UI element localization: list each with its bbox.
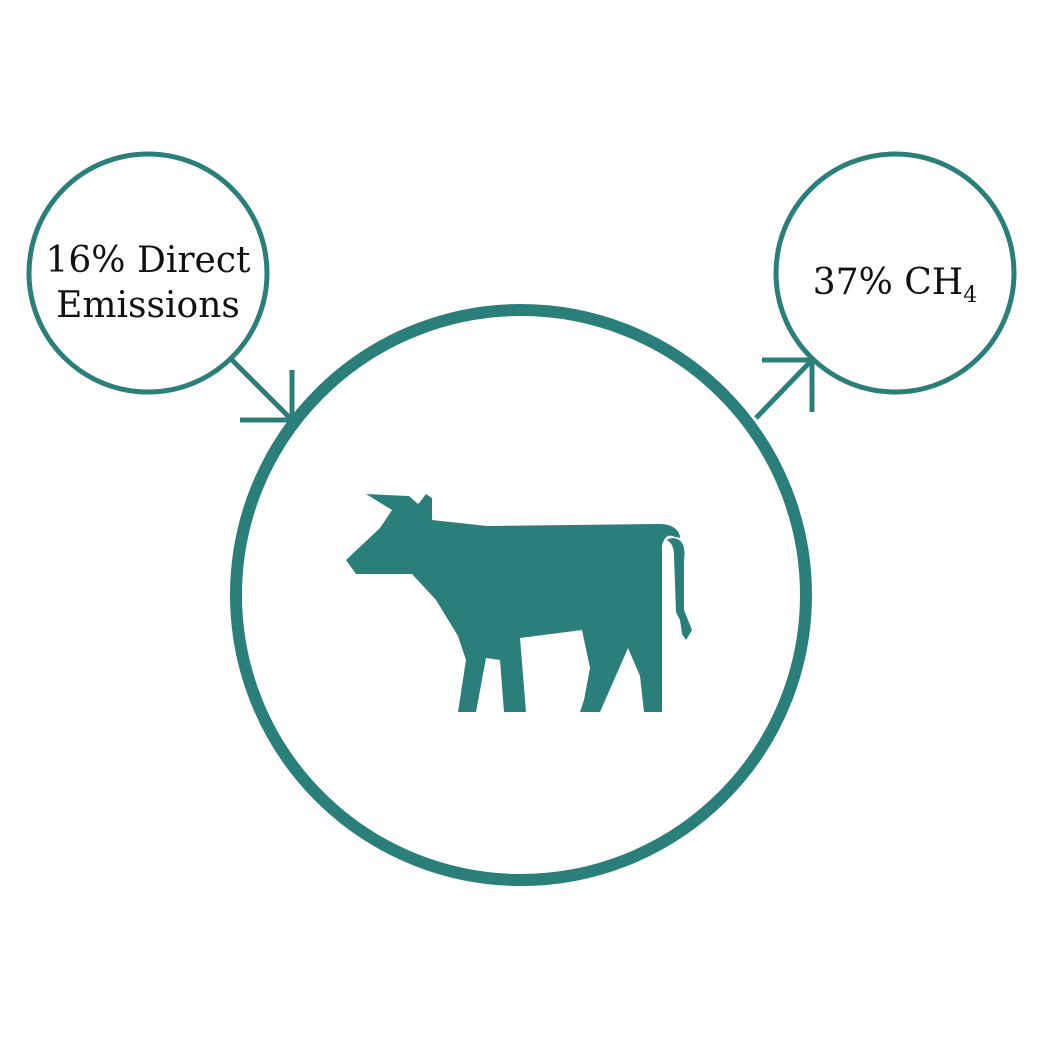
direct-emissions-line2: Emissions <box>56 285 240 326</box>
direct-emissions-line1: 16% Direct <box>45 240 251 281</box>
outflow-arrow <box>754 357 815 420</box>
methane-label-subscript: 4 <box>963 283 978 308</box>
direct-emissions-label: 16% Direct Emissions <box>30 238 266 328</box>
left-node-circle <box>26 151 270 395</box>
inflow-arrow <box>230 358 295 423</box>
methane-label-main: 37% CH <box>812 262 964 303</box>
cow-icon <box>346 494 692 712</box>
right-node-circle <box>773 151 1017 395</box>
center-node-circle <box>230 304 812 886</box>
methane-label: 37% CH4 <box>780 260 1010 308</box>
